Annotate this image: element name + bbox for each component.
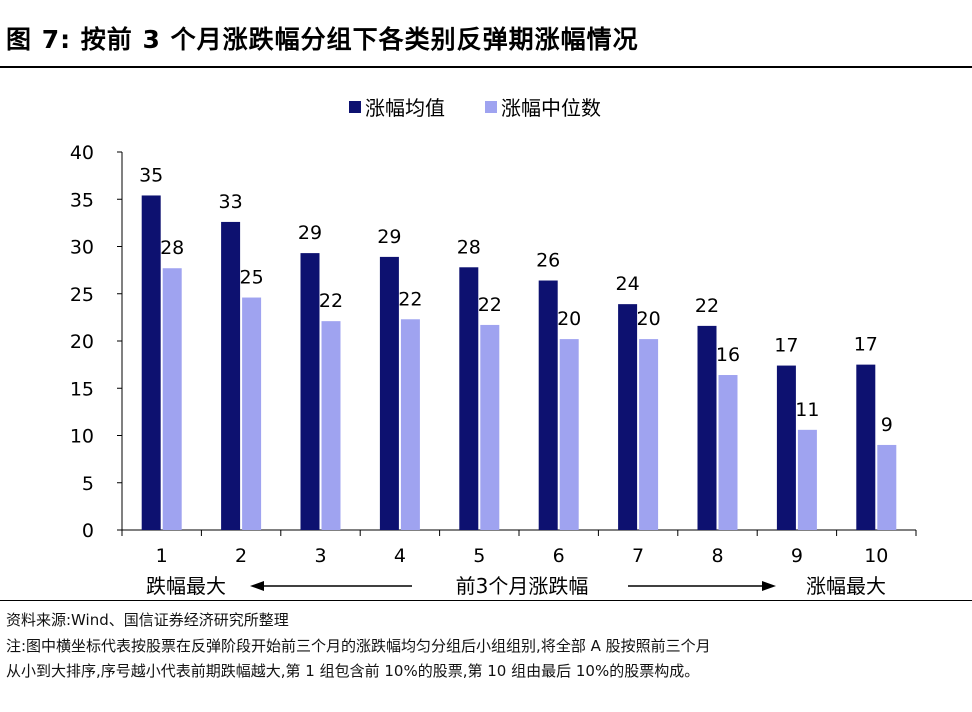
bar-mean bbox=[618, 304, 638, 530]
x-tick-label: 4 bbox=[394, 545, 406, 567]
right-arrow-head bbox=[762, 581, 776, 591]
data-label-median: 9 bbox=[881, 414, 893, 436]
source-line: 资料来源:Wind、国信证券经济研究所整理 bbox=[6, 611, 289, 629]
bar-mean bbox=[300, 253, 320, 531]
direction-left-label: 跌幅最大 bbox=[146, 574, 226, 598]
data-label-median: 11 bbox=[795, 399, 819, 421]
bar-median bbox=[162, 268, 182, 530]
bar-mean bbox=[538, 280, 558, 530]
data-label-median: 16 bbox=[716, 344, 740, 366]
data-label-mean: 28 bbox=[457, 236, 481, 258]
y-tick-label: 40 bbox=[70, 142, 94, 164]
bar-median bbox=[718, 375, 738, 530]
bar-median bbox=[559, 339, 579, 530]
y-tick-label: 15 bbox=[70, 378, 94, 400]
bar-mean bbox=[141, 195, 161, 530]
x-tick-label: 9 bbox=[791, 545, 803, 567]
data-label-mean: 17 bbox=[854, 334, 878, 356]
data-label-median: 28 bbox=[160, 237, 184, 259]
title-bar: 图 7: 按前 3 个月涨跌幅分组下各类别反弹期涨幅情况 bbox=[0, 0, 972, 68]
legend-mean-label: 涨幅均值 bbox=[365, 96, 445, 120]
x-tick-label: 2 bbox=[235, 545, 247, 567]
bar-median bbox=[877, 444, 897, 530]
x-tick-label: 10 bbox=[864, 545, 888, 567]
data-label-mean: 29 bbox=[377, 226, 401, 248]
y-tick-label: 25 bbox=[70, 284, 94, 306]
data-label-mean: 22 bbox=[695, 295, 719, 317]
data-label-mean: 26 bbox=[536, 250, 560, 272]
data-label-mean: 33 bbox=[219, 191, 243, 213]
x-tick-label: 1 bbox=[156, 545, 168, 567]
x-tick-label: 5 bbox=[473, 545, 485, 567]
direction-right-label: 涨幅最大 bbox=[806, 574, 886, 598]
direction-center-label: 前3个月涨跌幅 bbox=[456, 574, 589, 598]
figure-title: 图 7: 按前 3 个月涨跌幅分组下各类别反弹期涨幅情况 bbox=[6, 25, 639, 54]
bar-mean bbox=[697, 325, 717, 530]
x-tick-label: 8 bbox=[711, 545, 723, 567]
legend-median-label: 涨幅中位数 bbox=[501, 96, 601, 120]
data-label-median: 20 bbox=[557, 308, 581, 330]
y-tick-label: 20 bbox=[70, 331, 94, 353]
y-tick-label: 35 bbox=[70, 189, 94, 211]
x-tick-label: 7 bbox=[632, 545, 644, 567]
bar-median bbox=[480, 324, 500, 530]
note-line-2: 从小到大排序,序号越小代表前期跌幅越大,第 1 组包含前 10%的股票,第 10… bbox=[6, 662, 700, 680]
bar-mean bbox=[776, 365, 796, 530]
y-tick-label: 30 bbox=[70, 237, 94, 259]
bar-median bbox=[797, 429, 817, 530]
y-tick-label: 0 bbox=[82, 520, 94, 542]
y-tick-label: 5 bbox=[82, 473, 94, 495]
legend-mean-swatch bbox=[349, 101, 361, 113]
left-arrow-head bbox=[250, 581, 264, 591]
legend-median-swatch bbox=[485, 101, 497, 113]
bar-median bbox=[400, 319, 420, 530]
bar-chart: 0 5 10 15 20 25 30 35 40 1 35 28 2 33 25 3 29 22 4 29 22 5 28 2… bbox=[70, 96, 917, 598]
bar-median bbox=[242, 297, 262, 530]
data-label-mean: 29 bbox=[298, 222, 322, 244]
bar-mean bbox=[221, 221, 241, 530]
data-label-median: 20 bbox=[637, 308, 661, 330]
data-label-median: 22 bbox=[398, 288, 422, 310]
note-line-1: 注:图中横坐标代表按股票在反弹阶段开始前三个月的涨跌幅均匀分组后小组组别,将全部… bbox=[6, 637, 711, 655]
bar-median bbox=[321, 321, 341, 530]
data-label-median: 22 bbox=[478, 294, 502, 316]
bar-mean bbox=[459, 267, 479, 530]
data-label-median: 25 bbox=[240, 267, 264, 289]
bar-mean bbox=[856, 364, 876, 530]
data-label-mean: 24 bbox=[616, 273, 640, 295]
bar-mean bbox=[379, 256, 399, 530]
x-tick-label: 3 bbox=[314, 545, 326, 567]
data-label-mean: 17 bbox=[774, 335, 798, 357]
data-label-mean: 35 bbox=[139, 164, 163, 186]
x-tick-label: 6 bbox=[553, 545, 565, 567]
source-notes: 资料来源:Wind、国信证券经济研究所整理 注:图中横坐标代表按股票在反弹阶段开… bbox=[0, 600, 972, 680]
y-tick-label: 10 bbox=[70, 426, 94, 448]
bar-median bbox=[639, 339, 659, 530]
data-label-median: 22 bbox=[319, 290, 343, 312]
